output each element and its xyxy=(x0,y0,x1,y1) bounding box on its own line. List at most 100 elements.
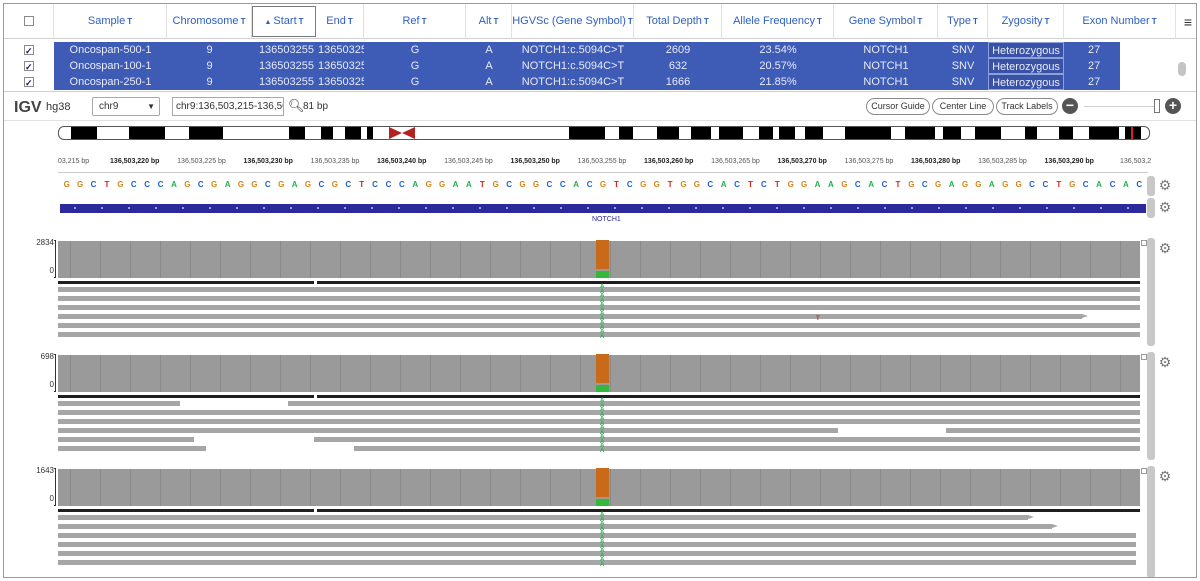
track-gear-icon[interactable]: ⚙ xyxy=(1158,354,1172,370)
cell-select[interactable] xyxy=(4,74,54,90)
aligned-read[interactable] xyxy=(354,446,1140,451)
scrollbar-thumb[interactable] xyxy=(1178,62,1186,76)
variant-allele-bar[interactable] xyxy=(596,240,609,278)
gene-track-gear-icon[interactable]: ⚙ xyxy=(1158,199,1172,215)
filter-icon[interactable]: T xyxy=(421,17,427,26)
column-header-start[interactable]: ▲ Start T xyxy=(252,6,316,37)
filter-icon[interactable]: T xyxy=(1044,17,1050,26)
track-scroll-handle[interactable] xyxy=(1147,238,1155,346)
cell-select[interactable] xyxy=(4,42,54,58)
gene-track-feature[interactable] xyxy=(60,204,1146,213)
track-select-checkbox[interactable] xyxy=(1141,240,1147,246)
cell-exon: 27 xyxy=(1064,74,1120,90)
cursor-guide-button[interactable]: Cursor Guide xyxy=(866,98,930,115)
zoom-slider-handle[interactable] xyxy=(1154,99,1160,113)
aligned-read[interactable] xyxy=(946,428,1140,433)
aligned-read[interactable] xyxy=(58,305,1140,310)
aligned-read[interactable] xyxy=(58,437,194,442)
column-header-select[interactable] xyxy=(4,4,54,39)
filter-icon[interactable]: T xyxy=(917,17,923,26)
aligned-read[interactable] xyxy=(58,419,1140,424)
gene-track-handle[interactable] xyxy=(1147,198,1155,218)
filter-icon[interactable]: T xyxy=(127,17,133,26)
table-scrollbar[interactable] xyxy=(1178,44,1186,88)
filter-icon[interactable]: T xyxy=(240,17,246,26)
search-icon[interactable]: 🔍︎ xyxy=(288,98,305,113)
row-checkbox[interactable] xyxy=(24,43,34,58)
filter-icon[interactable]: T xyxy=(817,17,822,26)
column-header-ref[interactable]: Ref T xyxy=(364,4,466,39)
column-header-af[interactable]: Allele Frequency T xyxy=(722,4,834,39)
aligned-read[interactable] xyxy=(58,401,180,406)
column-header-end[interactable]: End T xyxy=(316,4,364,39)
filter-icon[interactable]: T xyxy=(627,17,633,26)
aligned-read[interactable] xyxy=(58,533,1136,538)
nucleotide: C xyxy=(197,180,204,189)
aligned-read[interactable] xyxy=(58,323,1140,328)
alt-base-label: A xyxy=(600,535,605,541)
aligned-read[interactable] xyxy=(58,410,1140,415)
menu-icon[interactable]: ≡ xyxy=(1183,14,1192,30)
cytoband xyxy=(845,127,891,139)
aligned-read[interactable] xyxy=(314,437,1140,442)
coverage-bin xyxy=(970,355,971,392)
column-header-sample[interactable]: Sample T xyxy=(54,4,167,39)
chromosome-select[interactable]: chr9 ▼ xyxy=(92,97,160,116)
coverage-bin xyxy=(190,355,191,392)
nucleotide: G xyxy=(1015,180,1022,189)
aligned-read[interactable] xyxy=(58,332,1140,337)
table-row[interactable]: Oncospan-100-19136503255136503255GANOTCH… xyxy=(4,58,1176,74)
track-select-checkbox[interactable] xyxy=(1141,468,1147,474)
aligned-read[interactable] xyxy=(58,560,1136,565)
column-header-alt[interactable]: Alt T xyxy=(466,4,512,39)
track-scroll-handle[interactable] xyxy=(1147,466,1155,577)
column-header-hgvsc[interactable]: HGVSc (Gene Symbol) T xyxy=(512,4,634,39)
locus-input[interactable]: chr9:136,503,215-136,503,295 xyxy=(172,97,284,116)
filter-icon[interactable]: T xyxy=(347,17,353,26)
cell-select[interactable] xyxy=(4,58,54,74)
track-scroll-handle[interactable] xyxy=(1147,352,1155,460)
variant-allele-bar[interactable] xyxy=(596,354,609,392)
aligned-read[interactable] xyxy=(58,296,1140,301)
coverage-bin xyxy=(490,241,491,278)
chromosome-ideogram[interactable] xyxy=(58,126,1150,140)
zoom-slider-track[interactable] xyxy=(1084,106,1158,107)
variant-allele-bar[interactable] xyxy=(596,468,609,506)
table-row[interactable]: Oncospan-500-19136503255136503255GANOTCH… xyxy=(4,42,1176,58)
column-header-chromosome[interactable]: Chromosome T xyxy=(167,4,252,39)
column-header-depth[interactable]: Total Depth T xyxy=(634,4,722,39)
aligned-read[interactable] xyxy=(288,401,1140,406)
filter-icon[interactable]: T xyxy=(703,17,709,26)
column-header-gene[interactable]: Gene Symbol T xyxy=(834,4,938,39)
select-all-checkbox[interactable] xyxy=(23,16,34,27)
aligned-read[interactable] xyxy=(58,542,1136,547)
aligned-read[interactable] xyxy=(58,287,1140,292)
aligned-read[interactable] xyxy=(58,314,1088,319)
row-checkbox[interactable] xyxy=(24,59,34,74)
aligned-read[interactable] xyxy=(58,446,206,451)
aligned-read[interactable] xyxy=(58,551,1136,556)
coverage-bin xyxy=(310,355,311,392)
center-line-button[interactable]: Center Line xyxy=(932,98,994,115)
aligned-read[interactable] xyxy=(58,524,1058,529)
filter-icon[interactable]: T xyxy=(1151,17,1157,26)
row-checkbox[interactable] xyxy=(24,75,34,90)
zoom-out-icon[interactable]: − xyxy=(1062,98,1078,114)
column-header-zygosity[interactable]: Zygosity T xyxy=(988,4,1064,39)
sequence-track-handle[interactable] xyxy=(1147,176,1155,196)
filter-icon[interactable]: T xyxy=(493,17,499,26)
track-gear-icon[interactable]: ⚙ xyxy=(1158,468,1172,484)
aligned-read[interactable] xyxy=(58,428,838,433)
track-select-checkbox[interactable] xyxy=(1141,354,1147,360)
coverage-bin xyxy=(310,241,311,278)
track-gear-icon[interactable]: ⚙ xyxy=(1158,240,1172,256)
track-labels-button[interactable]: Track Labels xyxy=(996,98,1058,115)
filter-icon[interactable]: T xyxy=(298,17,304,26)
zoom-in-icon[interactable]: + xyxy=(1165,98,1181,114)
table-row[interactable]: Oncospan-250-19136503255136503255GANOTCH… xyxy=(4,74,1176,90)
filter-icon[interactable]: T xyxy=(972,17,978,26)
aligned-read[interactable] xyxy=(58,515,1034,520)
sequence-track-gear-icon[interactable]: ⚙ xyxy=(1158,177,1172,193)
column-header-type[interactable]: Type T xyxy=(938,4,988,39)
column-header-exon[interactable]: Exon Number T xyxy=(1064,4,1176,39)
